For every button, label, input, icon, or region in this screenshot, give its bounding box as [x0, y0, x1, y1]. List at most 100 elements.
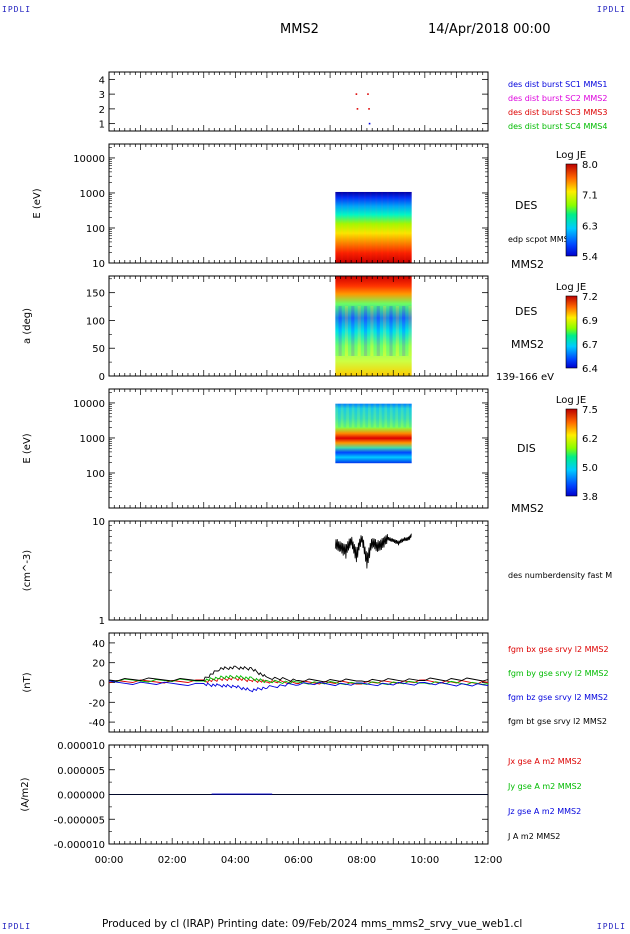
des-pitch-panel-ytick-label: 0 — [99, 372, 105, 383]
corner-mark-bottom-left: IPDLI — [2, 922, 32, 931]
des-energy-panel-spectrogram-stripe — [339, 192, 341, 263]
des-pitch-panel-spectrogram-stripe — [398, 306, 403, 356]
des-energy-panel-colorbar-title: Log JE — [556, 150, 586, 161]
corner-mark-top-left: IPDLI — [2, 5, 32, 14]
des-pitch-panel-ylabel: a (deg) — [22, 308, 33, 344]
x-axis-tick-label: 12:00 — [474, 855, 503, 866]
density-panel-frame — [108, 520, 489, 621]
des-pitch-panel-side-label: DES — [515, 305, 537, 318]
burst-panel-legend-item: des dist burst SC4 MMS4 — [508, 122, 607, 131]
dis-energy-panel-colorbar — [565, 408, 578, 497]
des-pitch-panel-spectrogram-stripe — [405, 306, 409, 356]
des-energy-panel-ytick-label: 10 — [92, 259, 105, 270]
des-pitch-panel-range-label: 139-166 eV — [496, 372, 554, 383]
des-energy-panel-spectrogram-stripe — [385, 192, 387, 263]
bfield-panel-ytick-label: 0 — [99, 679, 105, 690]
dis-energy-panel-spectrogram-stripe — [359, 403, 363, 428]
dis-energy-panel-ytick-label: 1000 — [80, 434, 105, 445]
des-pitch-panel-spectrogram-stripe — [357, 306, 361, 356]
corner-mark-bottom-right: IPDLI — [596, 922, 626, 931]
des-energy-panel-spectrogram-stripe — [408, 192, 410, 263]
bfield-panel-ytick-label: 20 — [92, 659, 105, 670]
des-energy-panel-ytick-label: 10000 — [73, 154, 105, 165]
des-pitch-panel-spectrogram-stripe — [402, 306, 406, 356]
dis-energy-panel-side-label: DIS — [517, 442, 536, 455]
dis-energy-panel-spectrogram-stripe — [378, 403, 382, 428]
dis-energy-panel-colorbar-label: 5.0 — [582, 463, 598, 474]
dis-energy-panel-ytick-label: 10000 — [73, 399, 105, 410]
density-panel-ytick-label: 1 — [99, 616, 105, 627]
dis-energy-panel-colorbar-label: 3.8 — [582, 492, 598, 503]
x-axis-tick-label: 10:00 — [410, 855, 439, 866]
des-pitch-panel-spectrogram-stripe — [370, 306, 374, 356]
des-pitch-panel-colorbar — [565, 295, 578, 369]
current-panel-ytick-label: -0.000010 — [54, 840, 105, 851]
dis-energy-panel-frame — [108, 388, 489, 509]
dis-energy-panel-colorbar-title: Log JE — [556, 395, 586, 406]
des-energy-panel-spectrogram-stripe — [374, 192, 376, 263]
burst-panel-ytick-label: 3 — [99, 90, 105, 101]
current-panel-ytick-label: -0.000005 — [54, 815, 105, 826]
x-axis-tick-label: 02:00 — [158, 855, 187, 866]
dis-energy-panel-spectrogram-stripe — [357, 403, 360, 428]
des-energy-panel-spectrogram-stripe — [352, 191, 355, 263]
des-pitch-panel-spectrogram-stripe — [344, 306, 349, 356]
dis-energy-panel-spectrogram-stripe — [335, 403, 339, 428]
des-pitch-panel-spectrogram-stripe — [348, 306, 352, 356]
des-energy-panel-spectrogram-stripe — [396, 192, 398, 263]
burst-panel-burst-mark — [368, 122, 371, 125]
bfield-panel-ytick-label: -20 — [89, 698, 105, 709]
dis-energy-panel-spectrogram — [335, 403, 412, 464]
des-energy-panel-ytick-label: 100 — [86, 224, 105, 235]
des-energy-panel-spectrogram-stripe — [341, 191, 343, 263]
bfield-panel-ytick-label: -40 — [89, 718, 105, 729]
des-pitch-panel-spectrogram-stripe — [351, 306, 355, 356]
des-energy-panel-colorbar — [565, 163, 578, 257]
dis-energy-panel-colorbar-label: 6.2 — [582, 434, 598, 445]
des-energy-panel-spectrogram-stripe — [402, 192, 404, 263]
des-energy-panel-spectrogram-stripe — [369, 191, 372, 263]
density-panel-ytick-label: 10 — [92, 517, 105, 528]
des-energy-panel-colorbar-label: 6.3 — [582, 221, 598, 232]
burst-panel-burst-mark — [356, 108, 359, 110]
des-energy-panel-ytick-label: 1000 — [80, 189, 105, 200]
des-pitch-panel-spectrogram-stripe — [367, 306, 371, 356]
des-energy-panel-spectrogram-stripe — [379, 192, 381, 263]
des-energy-panel-spectrogram-stripe — [363, 191, 366, 263]
burst-panel-ytick-label: 1 — [99, 120, 105, 131]
current-panel-ylabel: (A/m2) — [20, 777, 31, 811]
des-pitch-panel-ytick-label: 100 — [86, 316, 105, 327]
des-energy-panel-spectrogram-stripe — [386, 191, 389, 263]
burst-panel-frame — [108, 71, 489, 132]
bfield-panel-line-1 — [108, 674, 489, 686]
des-pitch-panel-frame — [108, 275, 489, 377]
dis-energy-panel-spectrogram-stripe — [389, 403, 393, 428]
des-energy-panel-spectrogram-stripe — [392, 191, 395, 263]
des-energy-panel-spectrogram-stripe — [389, 192, 391, 263]
dis-energy-panel-spectrogram-stripe — [387, 403, 390, 428]
dis-energy-panel-spectrogram-stripe — [343, 403, 347, 428]
dis-energy-panel-spectrogram-stripe — [392, 403, 396, 428]
current-panel-ytick-label: 0.000010 — [57, 741, 105, 752]
burst-panel-burst-mark — [367, 93, 369, 95]
des-energy-panel-spectrogram-stripe — [398, 191, 401, 263]
des-energy-panel-spectrogram-stripe — [360, 192, 362, 263]
des-pitch-panel-spectrogram-stripe — [338, 306, 342, 356]
density-panel-density-line — [334, 533, 412, 569]
dis-energy-panel-spectrogram-stripe — [376, 403, 379, 428]
bfield-panel-ylabel: (nT) — [22, 672, 33, 692]
dis-energy-panel-spectrogram-stripe — [340, 403, 344, 428]
des-pitch-panel-spectrogram-stripe — [360, 306, 364, 356]
dis-energy-panel-ytick-label: 100 — [86, 469, 105, 480]
des-pitch-panel-colorbar-title: Log JE — [556, 282, 586, 293]
dis-energy-panel-spectrogram-stripe — [362, 403, 366, 428]
bfield-panel-line-3 — [108, 665, 489, 683]
x-axis-tick-label: 00:00 — [95, 855, 124, 866]
des-pitch-panel-spectrogram — [335, 276, 412, 376]
current-panel-legend-item: J A m2 MMS2 — [507, 832, 560, 841]
current-panel-ytick-label: 0.000000 — [57, 791, 105, 802]
dis-energy-panel-spectrogram-stripe — [373, 403, 377, 428]
des-energy-panel-spectrogram-stripe — [400, 192, 402, 263]
des-pitch-panel-spectrogram-stripe — [395, 306, 399, 356]
